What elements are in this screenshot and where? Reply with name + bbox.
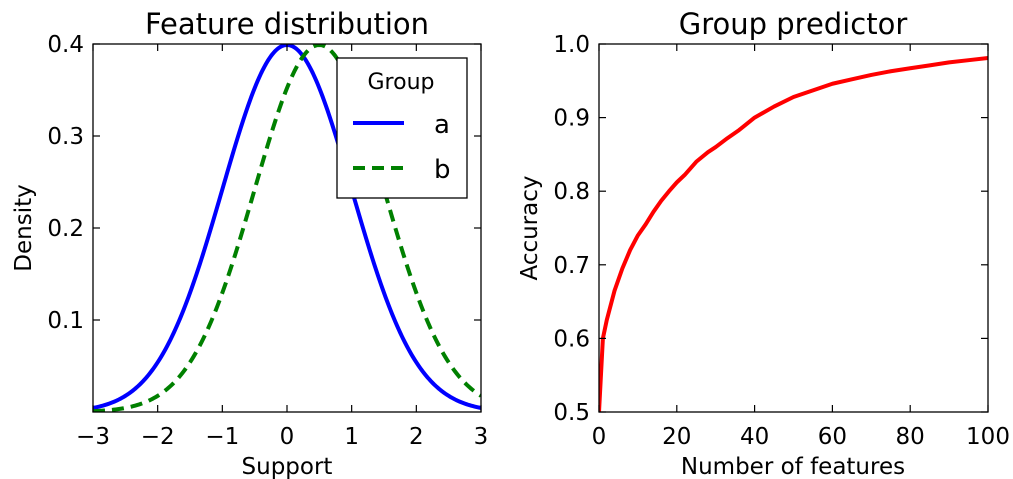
y-tick-label: 1.0 [553,32,590,58]
legend-label-a: a [434,110,450,140]
axis-ticks: −3 −2 −1 0 1 2 3 0.1 0.2 0.3 0.4 [47,32,488,450]
plot-frame [598,43,989,413]
feature-distribution-panel: Feature distribution −3 −2 −1 0 1 2 3 0.1 0.2 0.3… [11,7,488,479]
x-axis-label: Support [242,454,333,479]
y-tick-label: 0.1 [47,308,84,334]
y-tick-label: 0.3 [47,124,84,150]
y-tick-label: 0.2 [47,216,84,242]
series-lines [599,55,988,412]
y-tick-label: 0.8 [553,179,590,205]
x-tick-label: 40 [740,424,769,450]
legend-label-b: b [434,155,451,185]
y-tick-label: 0.5 [553,400,590,426]
chart-title: Group predictor [679,7,908,41]
y-tick-label: 0.7 [553,253,590,279]
y-tick-label: 0.9 [553,106,590,132]
group-predictor-panel: Group predictor 0 20 40 60 80 100 0.5 0.6 0.7 0.8… [517,7,1010,479]
x-axis-label: Number of features [681,454,905,479]
y-axis-label: Accuracy [517,175,543,280]
y-axis-label: Density [11,184,37,271]
series-line-b [93,44,481,412]
x-tick-label: 0 [592,424,607,450]
series-line-series-0 [599,55,988,412]
x-tick-label: 80 [896,424,925,450]
x-tick-label: −2 [141,424,175,450]
y-tick-label: 0.4 [47,32,84,58]
y-tick-label: 0.6 [553,326,590,352]
legend-box [336,57,468,199]
legend-title: Group [368,70,435,95]
x-tick-label: −1 [205,424,239,450]
x-tick-label: 1 [344,424,359,450]
x-tick-label: 0 [280,424,295,450]
x-tick-label: 20 [662,424,691,450]
chart-title: Feature distribution [145,7,429,41]
x-tick-label: 100 [966,424,1010,450]
legend: Group a b [336,57,468,199]
x-tick-label: 3 [474,424,489,450]
x-tick-label: 60 [818,424,847,450]
x-tick-label: 2 [409,424,424,450]
axis-ticks: 0 20 40 60 80 100 0.5 0.6 0.7 0.8 0.9 1.0 [553,32,1010,450]
x-tick-label: −3 [76,424,110,450]
